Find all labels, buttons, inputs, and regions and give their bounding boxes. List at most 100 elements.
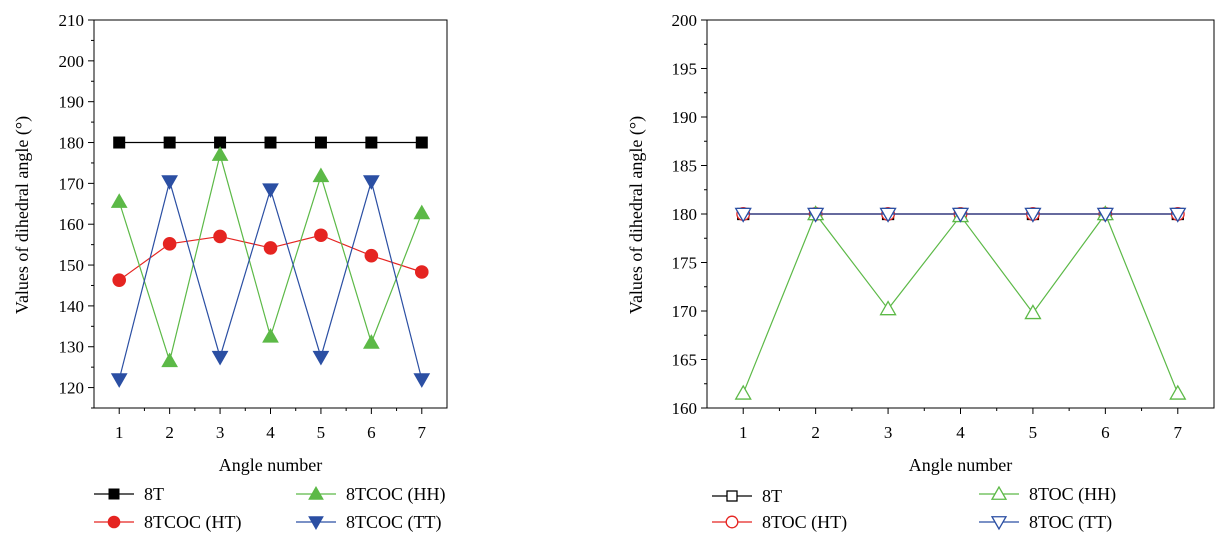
y-tick-label: 195 — [672, 60, 698, 79]
x-tick-label: 5 — [317, 423, 326, 442]
y-tick-label: 200 — [59, 52, 85, 71]
data-point — [365, 136, 378, 149]
data-point — [1024, 304, 1042, 320]
legend-marker — [725, 515, 739, 529]
y-tick-label: 150 — [59, 256, 85, 275]
legend-marker — [107, 515, 121, 529]
y-axis-label: Values of dihedral angle (°) — [12, 116, 33, 314]
y-tick-label: 160 — [672, 399, 698, 418]
legend-label: 8TCOC (HT) — [144, 512, 242, 533]
legend-marker — [308, 516, 324, 531]
data-point — [161, 175, 179, 190]
data-point — [163, 136, 176, 149]
x-tick-label: 6 — [367, 423, 376, 442]
data-point — [113, 136, 126, 149]
series-2 — [110, 146, 431, 368]
legend-item: 8TCOC (HH) — [296, 484, 446, 505]
x-tick-label: 2 — [165, 423, 174, 442]
plot-frame — [93, 19, 448, 409]
legend-marker — [308, 485, 324, 500]
y-tick-label: 180 — [59, 134, 85, 153]
data-point — [1024, 207, 1042, 223]
data-point — [734, 384, 752, 400]
legend-marker — [726, 490, 738, 502]
data-point — [314, 228, 328, 243]
legend-label: 8TCOC (TT) — [346, 512, 441, 533]
y-tick-label: 170 — [59, 174, 85, 193]
data-point — [414, 265, 429, 279]
x-tick-label: 1 — [739, 423, 748, 442]
y-tick-label: 190 — [59, 93, 85, 112]
y-tick-label: 160 — [59, 215, 85, 234]
series-line — [118, 179, 423, 380]
data-point — [312, 350, 330, 366]
x-axis-label: Angle number — [909, 455, 1012, 475]
legend-item: 8TCOC (HT) — [94, 512, 242, 533]
data-point — [110, 193, 128, 208]
y-tick-label: 200 — [672, 11, 698, 30]
y-tick-label: 130 — [59, 338, 85, 357]
data-point — [415, 136, 428, 149]
x-tick-label: 4 — [266, 423, 275, 442]
y-tick-label: 170 — [672, 302, 698, 321]
series-3 — [734, 207, 1187, 223]
data-point — [264, 136, 277, 149]
data-point — [413, 204, 431, 220]
y-tick-label: 140 — [59, 297, 85, 316]
series-line — [742, 212, 1179, 394]
legend-item: 8T — [712, 486, 782, 506]
legend-item: 8TOC (HH) — [979, 484, 1116, 505]
data-point — [211, 350, 229, 366]
x-axis-label: Angle number — [219, 455, 322, 475]
x-tick-label: 7 — [1174, 423, 1183, 442]
x-tick-label: 2 — [811, 423, 820, 442]
legend-item: 8TCOC (TT) — [296, 512, 441, 533]
data-point — [262, 183, 279, 199]
x-tick-label: 3 — [216, 423, 225, 442]
y-tick-label: 120 — [59, 379, 85, 398]
data-point — [162, 237, 177, 251]
series-3 — [110, 175, 431, 388]
data-point — [263, 241, 278, 255]
data-point — [262, 328, 279, 343]
legend-item: 8T — [94, 484, 164, 504]
data-point — [110, 373, 128, 388]
legend-label: 8TCOC (HH) — [346, 484, 446, 505]
y-tick-label: 210 — [59, 11, 85, 30]
legend-marker — [990, 516, 1008, 531]
data-point — [213, 229, 227, 244]
legend: 8T 8TCOC (HT) 8TCOC (HH) 8TCOC (TT) — [94, 484, 446, 533]
x-tick-label: 1 — [115, 423, 124, 442]
x-tick-label: 3 — [884, 423, 893, 442]
legend-label: 8TOC (TT) — [1029, 512, 1112, 533]
y-tick-label: 175 — [672, 254, 698, 273]
data-point — [951, 207, 970, 223]
data-point — [314, 136, 327, 149]
x-tick-label: 7 — [418, 423, 427, 442]
data-point — [112, 273, 127, 287]
legend-marker — [990, 485, 1008, 500]
chart-left: 120 130 140 150 160 170 180 190 200 210 1 2 3 4 5 6 7 Ang… — [12, 11, 448, 533]
y-tick-label: 190 — [672, 108, 698, 127]
data-point — [1169, 207, 1187, 223]
legend-label: 8TOC (HH) — [1029, 484, 1116, 505]
data-point — [161, 352, 179, 368]
data-point — [879, 300, 897, 316]
x-tick-label: 6 — [1101, 423, 1110, 442]
data-point — [364, 248, 379, 263]
data-point — [879, 207, 897, 223]
y-tick-label: 165 — [672, 351, 698, 370]
data-point — [734, 207, 752, 223]
series-2 — [734, 205, 1187, 400]
x-tick-label: 4 — [956, 423, 965, 442]
series-0 — [113, 136, 428, 149]
data-point — [1096, 207, 1114, 223]
series-1 — [112, 228, 429, 287]
legend: 8T 8TOC (HT) 8TOC (HH) 8TOC (TT) — [712, 484, 1116, 533]
x-tick-label: 5 — [1029, 423, 1038, 442]
data-point — [362, 334, 380, 349]
chart-right: 160 165 170 175 180 185 190 195 200 1 2 3 4 5 6 7 Angle … — [626, 11, 1215, 533]
legend-label: 8TOC (HT) — [762, 512, 847, 533]
data-point — [312, 167, 330, 183]
